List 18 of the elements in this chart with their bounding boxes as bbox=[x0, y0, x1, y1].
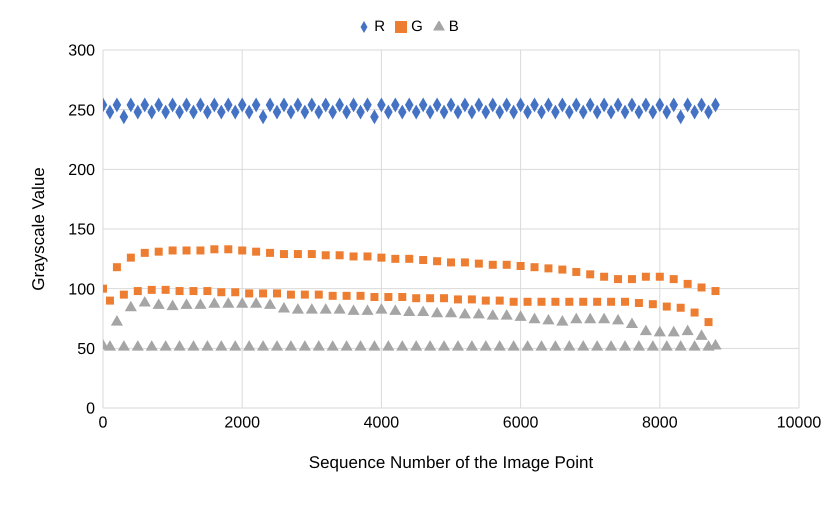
y-tick-label: 0 bbox=[86, 400, 96, 418]
y-tick-label: 250 bbox=[68, 102, 96, 120]
x-axis-title: Sequence Number of the Image Point bbox=[308, 453, 594, 472]
y-tick-label: 200 bbox=[68, 162, 96, 180]
y-axis-title: Grayscale Value bbox=[29, 167, 48, 291]
x-tick-label: 2000 bbox=[224, 414, 260, 432]
y-tick-label: 300 bbox=[68, 42, 96, 60]
x-tick-label: 8000 bbox=[642, 414, 678, 432]
x-tick-label: 10000 bbox=[776, 414, 822, 432]
x-tick-label: 0 bbox=[98, 414, 108, 432]
legend-label: B bbox=[448, 18, 459, 35]
legend-label: G bbox=[411, 18, 423, 35]
y-tick-label: 100 bbox=[68, 281, 96, 298]
y-tick-label: 150 bbox=[68, 222, 96, 239]
y-tick-label: 50 bbox=[77, 341, 96, 358]
legend-label: R bbox=[374, 18, 386, 35]
x-tick-label: 6000 bbox=[502, 414, 538, 432]
x-tick-label: 4000 bbox=[364, 414, 400, 432]
